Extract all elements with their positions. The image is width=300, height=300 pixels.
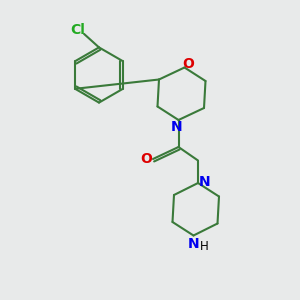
Text: Cl: Cl	[70, 23, 85, 37]
Text: O: O	[182, 57, 194, 71]
Text: O: O	[140, 152, 152, 166]
Text: N: N	[171, 120, 183, 134]
Text: N: N	[188, 237, 199, 251]
Text: H: H	[200, 240, 208, 253]
Text: N: N	[199, 175, 210, 188]
